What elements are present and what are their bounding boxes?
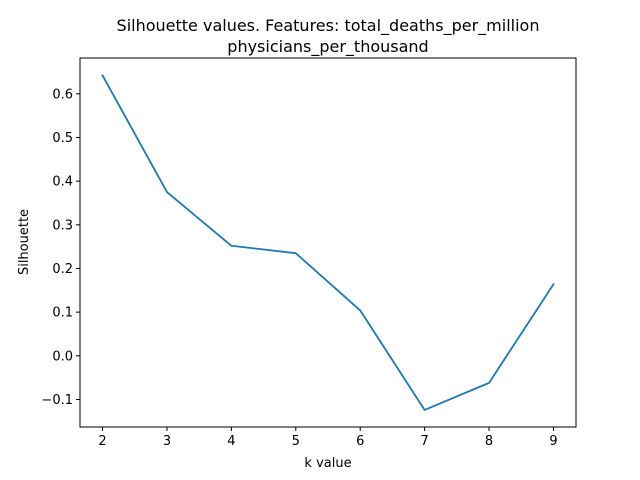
y-tick-label: 0.2 (52, 262, 73, 277)
y-tick-label: −0.1 (41, 393, 73, 408)
x-axis-label: k value (304, 456, 351, 471)
x-tick-label: 7 (420, 434, 428, 449)
y-tick-label: 0.5 (52, 131, 73, 146)
chart-title-line-1: Silhouette values. Features: total_death… (117, 16, 540, 36)
y-tick-label: 0.1 (52, 306, 73, 321)
x-tick-label: 3 (163, 434, 171, 449)
plot-area: 2 3 4 5 6 7 8 9 −0.1 0.0 0.1 0.2 0.3 0.4 0.5 0.6 (41, 57, 577, 449)
series-line (101, 74, 555, 411)
y-tick-label: 0.4 (52, 175, 73, 190)
x-tick-label: 8 (485, 434, 493, 449)
chart-title-line-2: physicians_per_thousand (227, 37, 428, 57)
y-tick-label: 0.3 (52, 218, 73, 233)
x-tick-label: 5 (292, 434, 300, 449)
axes-frame (79, 57, 577, 428)
x-tick-label: 9 (549, 434, 557, 449)
x-tick-label: 2 (98, 434, 106, 449)
y-axis-label: Silhouette (17, 209, 32, 275)
x-tick-label: 6 (356, 434, 364, 449)
y-tick-label: 0.0 (52, 349, 73, 364)
x-tick-label: 4 (227, 434, 235, 449)
y-tick-label: 0.6 (52, 87, 73, 102)
